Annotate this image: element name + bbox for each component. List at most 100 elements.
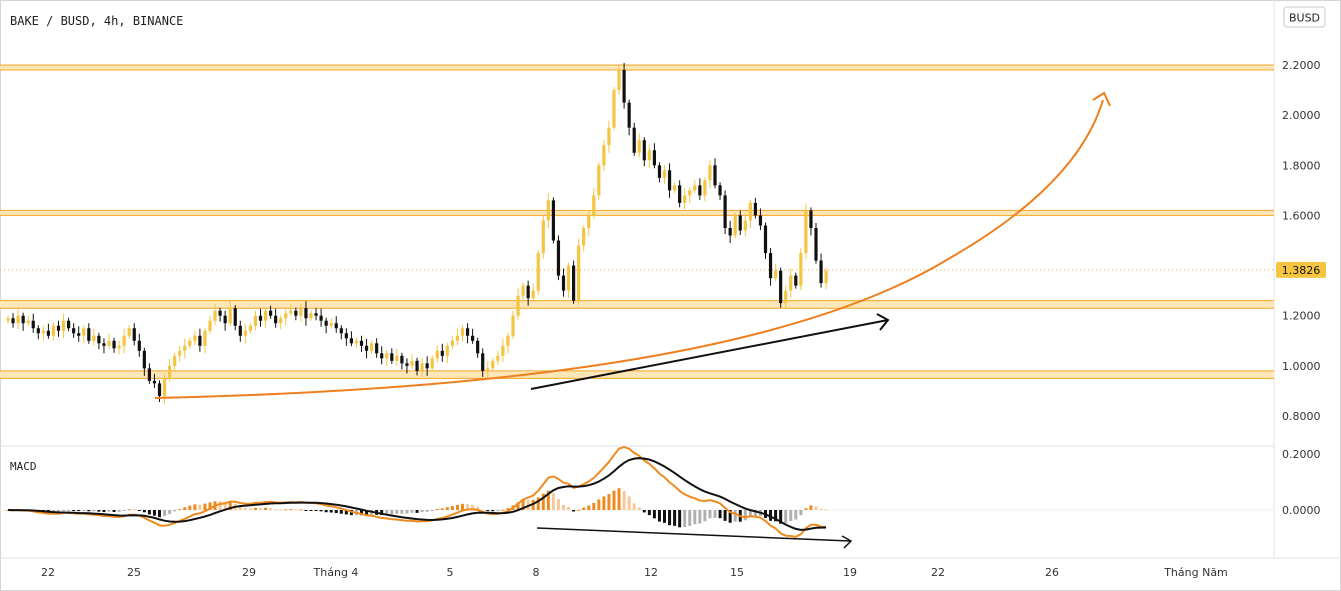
candle-body xyxy=(516,295,520,316)
candle-body xyxy=(248,325,252,331)
candle-body xyxy=(102,343,106,346)
candle-body xyxy=(607,127,611,146)
macd-hist-bar xyxy=(703,510,707,522)
macd-hist-bar xyxy=(51,510,55,512)
macd-hist-bar xyxy=(208,502,212,510)
macd-hist-bar xyxy=(445,507,449,510)
candle-body xyxy=(748,202,752,221)
candlestick-series xyxy=(6,62,828,404)
time-tick-label: 8 xyxy=(533,566,540,579)
macd-hist-bar xyxy=(541,493,545,510)
macd-hist-bar xyxy=(673,510,677,526)
candle-body xyxy=(779,270,783,304)
candle-body xyxy=(162,378,167,396)
candle-body xyxy=(213,310,217,321)
macd-hist-bar xyxy=(360,510,363,516)
candle-body xyxy=(269,310,273,316)
time-axis[interactable]: 22 25 29 Tháng 4 5 8 12 15 19 22 26 Tháng Năm xyxy=(41,566,1228,579)
macd-hist-bar xyxy=(774,510,778,522)
price-tick-label: 2.0000 xyxy=(1282,109,1321,122)
time-tick-label: 5 xyxy=(447,566,454,579)
macd-hist-bar xyxy=(122,510,126,511)
candle-body xyxy=(566,265,571,291)
candle-body xyxy=(435,350,439,359)
candle-body xyxy=(132,328,136,341)
time-tick-label: 22 xyxy=(931,566,945,579)
candle-body xyxy=(501,345,505,356)
macd-hist-bar xyxy=(158,510,161,518)
candle-body xyxy=(82,328,86,336)
macd-hist-bar xyxy=(471,504,475,510)
candle-body xyxy=(496,355,500,361)
price-tick-label: 1.6000 xyxy=(1282,209,1321,222)
candle-body xyxy=(824,270,828,284)
macd-hist-bar xyxy=(723,510,727,521)
projection-curve xyxy=(154,99,1104,399)
macd-hist-bar xyxy=(587,505,591,510)
candle-body xyxy=(263,310,268,321)
candle-body xyxy=(359,340,364,346)
macd-hist-bar xyxy=(329,510,333,513)
macd-hist-bar xyxy=(450,505,454,510)
macd-hist-bar xyxy=(794,510,798,520)
candle-body xyxy=(31,320,35,329)
macd-hist-bar xyxy=(627,496,631,510)
macd-hist-bar xyxy=(663,510,666,523)
candle-body xyxy=(753,202,757,216)
support-resistance-zones xyxy=(0,64,1274,379)
macd-hist-bar xyxy=(57,510,60,512)
candle-body xyxy=(289,310,293,314)
macd-hist-bar xyxy=(243,507,247,510)
macd-hist-bar xyxy=(455,504,459,510)
macd-hist-bar xyxy=(284,509,288,511)
candle-body xyxy=(46,330,50,336)
candle-body xyxy=(577,245,581,301)
candle-body xyxy=(385,353,389,359)
chart-title: BAKE / BUSD, 4h, BINANCE xyxy=(10,14,183,28)
time-tick-label: 26 xyxy=(1045,566,1059,579)
candle-body xyxy=(622,70,626,103)
candle-body xyxy=(652,150,656,166)
zone-band xyxy=(0,370,1274,379)
candle-body xyxy=(526,285,530,299)
macd-hist-bar xyxy=(748,510,752,518)
candle-body xyxy=(314,313,318,316)
trend-arrowhead xyxy=(876,313,890,331)
candle-body xyxy=(768,253,773,279)
macd-hist-bar xyxy=(476,506,480,510)
candle-body xyxy=(662,170,667,178)
candle-body xyxy=(612,90,616,128)
macd-hist-bar xyxy=(688,510,692,526)
candle-body xyxy=(61,320,66,331)
price-axis[interactable]: 2.2000 2.0000 1.8000 1.6000 1.2000 1.0000 0.80… xyxy=(1282,59,1321,517)
macd-hist-bar xyxy=(501,509,505,511)
candle-body xyxy=(223,315,227,324)
macd-hist-bar xyxy=(466,504,470,510)
macd-hist-bar xyxy=(425,510,429,512)
macd-hist-bar xyxy=(440,508,444,510)
currency-button[interactable]: BUSD xyxy=(1283,6,1326,28)
candle-body xyxy=(152,380,157,384)
macd-hist-bar xyxy=(642,510,646,513)
time-tick-label: 15 xyxy=(730,566,744,579)
candle-body xyxy=(799,253,803,286)
candle-body xyxy=(395,355,399,361)
candle-body xyxy=(723,195,727,228)
macd-hist-bar xyxy=(147,510,151,515)
macd-hist-bar xyxy=(152,510,156,516)
candle-body xyxy=(430,358,434,369)
macd-hist-bar xyxy=(804,508,808,510)
candle-body xyxy=(632,127,636,153)
candle-body xyxy=(521,285,525,296)
candle-body xyxy=(425,363,429,369)
time-tick-label: 19 xyxy=(843,566,857,579)
macd-hist-bar xyxy=(410,510,414,513)
candle-body xyxy=(415,360,419,371)
candle-body xyxy=(440,350,444,356)
macd-hist-bar xyxy=(769,510,773,521)
macd-hist-bar xyxy=(567,506,571,510)
candle-body xyxy=(693,185,697,191)
candle-body xyxy=(344,333,348,339)
macd-hist-bar xyxy=(319,510,323,512)
